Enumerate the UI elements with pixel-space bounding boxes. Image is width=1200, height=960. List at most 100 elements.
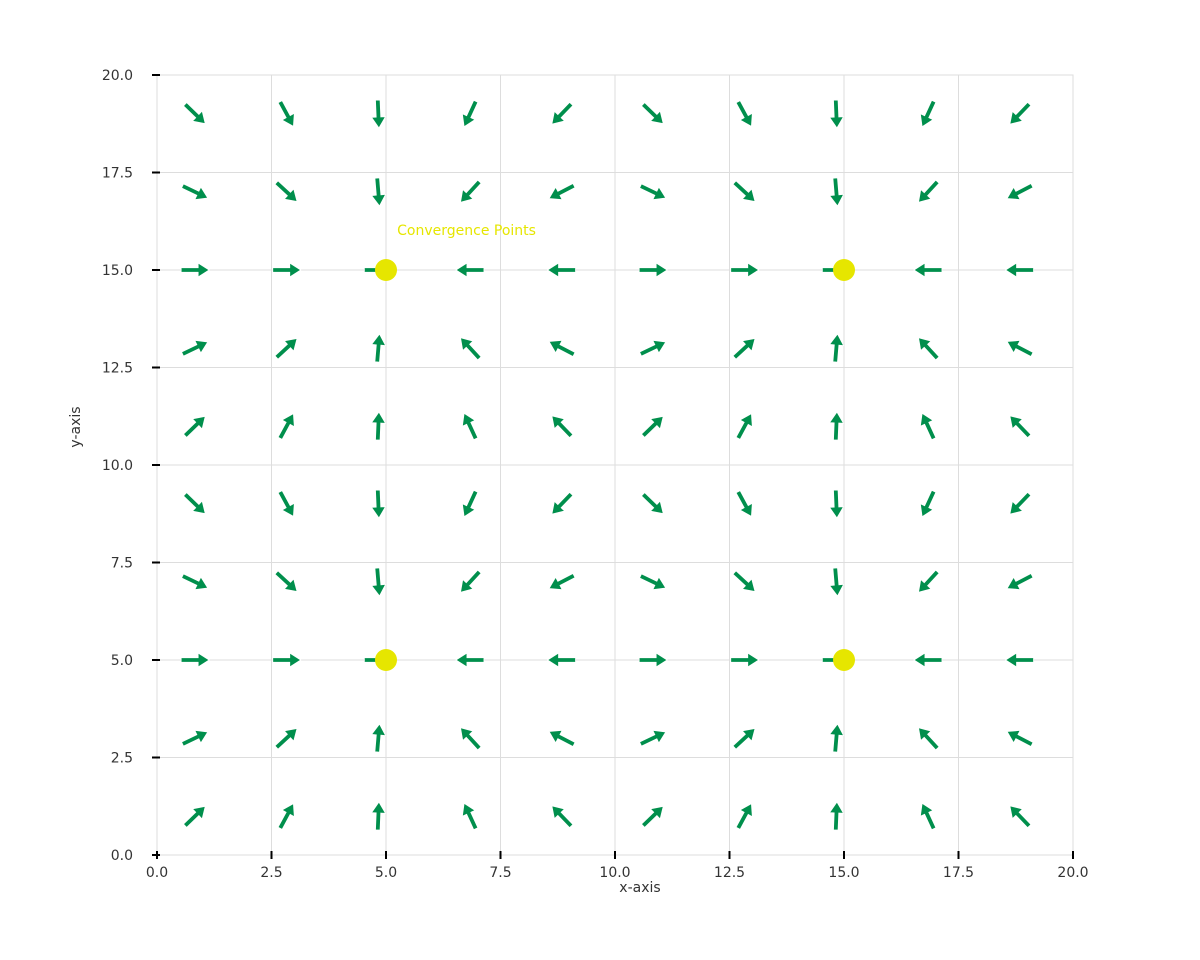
vector-arrow	[551, 805, 574, 829]
vector-arrow	[459, 569, 482, 593]
vector-arrow	[735, 100, 753, 127]
vector-arrow	[639, 729, 667, 747]
vector-arrow	[182, 492, 206, 515]
vector-arrow	[919, 489, 937, 518]
vector-arrow	[461, 99, 479, 128]
vector-arrow	[1006, 339, 1034, 358]
convergence-point	[833, 649, 855, 671]
vector-arrow	[730, 262, 760, 278]
vector-arrow	[182, 102, 206, 125]
vector-arrow	[913, 262, 943, 278]
vector-arrow	[828, 723, 845, 753]
vector-arrow	[370, 177, 387, 207]
vector-arrow	[277, 413, 295, 440]
y-tick-label: 20.0	[102, 68, 133, 84]
vector-arrow	[455, 262, 485, 278]
vector-arrow	[551, 491, 574, 515]
vector-arrow	[640, 492, 664, 515]
vector-arrow	[548, 182, 576, 201]
vector-arrow	[370, 489, 387, 519]
vector-arrow	[638, 262, 668, 278]
grid	[156, 74, 1074, 856]
vector-arrow	[730, 652, 760, 668]
vector-arrow	[181, 183, 209, 201]
vector-arrow	[913, 652, 943, 668]
vector-arrow	[640, 102, 664, 125]
vector-arrow	[277, 490, 295, 517]
vector-arrow	[370, 801, 387, 831]
vector-arrow	[828, 489, 845, 519]
vector-arrow	[548, 729, 576, 748]
y-tick-label: 12.5	[102, 361, 133, 377]
vector-arrow	[551, 415, 574, 439]
x-tick-label: 7.5	[489, 865, 511, 881]
vector-arrow	[181, 729, 209, 747]
x-tick-label: 17.5	[943, 865, 974, 881]
vector-arrow	[828, 99, 845, 129]
vector-arrow	[548, 572, 576, 591]
y-tick-label: 5.0	[111, 653, 133, 669]
vector-arrow	[732, 180, 756, 203]
y-tick-label: 2.5	[111, 751, 133, 767]
vector-arrow	[828, 333, 845, 363]
vector-arrow	[917, 337, 940, 361]
vector-arrow	[459, 337, 482, 361]
x-tick-label: 15.0	[828, 865, 859, 881]
vector-arrow	[828, 567, 845, 597]
vector-arrow	[181, 573, 209, 591]
vector-arrow	[917, 727, 940, 751]
vector-arrow	[274, 180, 298, 203]
x-tick-label: 20.0	[1057, 865, 1088, 881]
vector-arrow	[735, 490, 753, 517]
vector-arrow	[638, 652, 668, 668]
vector-arrow	[732, 570, 756, 593]
vector-arrow	[455, 652, 485, 668]
vector-arrow	[732, 337, 756, 360]
vector-arrow	[182, 805, 206, 828]
vector-arrow	[732, 727, 756, 750]
y-tick-label: 17.5	[102, 166, 133, 182]
vector-arrow	[180, 652, 210, 668]
vector-arrow	[459, 179, 482, 203]
vector-arrow	[272, 262, 302, 278]
axes: 0.0 2.5 5.0 7.5 10.0 12.5 15.0 17.5 20.0 0.0 2.5 5.…	[102, 68, 1089, 881]
vector-arrow	[917, 179, 940, 203]
vector-arrow	[461, 412, 479, 441]
vector-arrow	[828, 177, 845, 207]
vector-arrow	[546, 652, 576, 668]
vector-arrow	[461, 489, 479, 518]
convergence-annotation: Convergence Points	[397, 223, 536, 239]
vector-arrow	[735, 803, 753, 830]
vector-arrow	[277, 100, 295, 127]
vector-arrow	[272, 652, 302, 668]
vector-arrow	[1009, 491, 1032, 515]
convergence-point	[375, 649, 397, 671]
vector-arrow	[548, 339, 576, 358]
vector-arrow	[1006, 729, 1034, 748]
y-tick-label: 0.0	[111, 848, 133, 864]
y-tick-label: 10.0	[102, 458, 133, 474]
vector-arrow	[1009, 415, 1032, 439]
vector-arrow	[1004, 262, 1034, 278]
y-tick-label: 15.0	[102, 263, 133, 279]
vector-arrow	[1006, 572, 1034, 591]
vector-arrow	[370, 333, 387, 363]
vector-arrow	[370, 723, 387, 753]
vector-arrow	[639, 573, 667, 591]
vector-arrow	[639, 183, 667, 201]
vector-arrow	[370, 99, 387, 129]
vector-arrow	[917, 569, 940, 593]
vector-arrows	[180, 99, 1034, 831]
vector-arrow	[828, 801, 845, 831]
vector-arrow	[182, 415, 206, 438]
x-tick-label: 0.0	[146, 865, 168, 881]
x-tick-label: 10.0	[599, 865, 630, 881]
y-axis-label: y-axis	[68, 406, 84, 447]
vector-arrow	[370, 567, 387, 597]
vector-arrow	[274, 337, 298, 360]
vector-arrow	[919, 99, 937, 128]
vector-arrow	[919, 802, 937, 831]
vector-arrow	[919, 412, 937, 441]
vector-arrow	[735, 413, 753, 440]
